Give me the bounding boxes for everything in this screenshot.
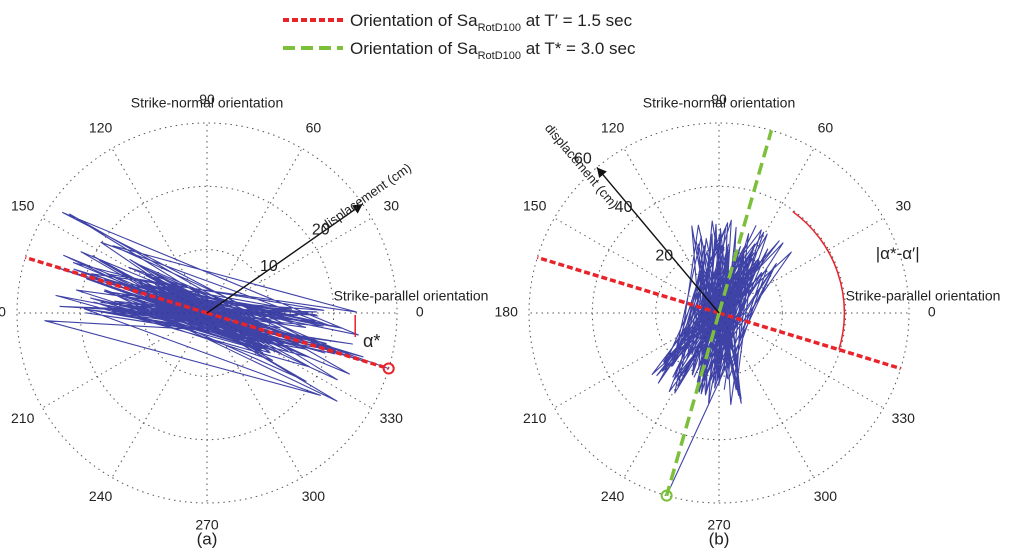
angle-tick-label-1: 30 bbox=[896, 197, 912, 213]
alpha-diff-arc bbox=[792, 210, 846, 350]
angle-tick-label-8: 240 bbox=[601, 488, 625, 504]
radial-axis-arrowhead bbox=[596, 167, 607, 179]
grid-spoke-10 bbox=[206, 312, 303, 478]
angle-tick-label-4: 120 bbox=[601, 119, 625, 135]
strike-normal-label: Strike-normal orientation bbox=[131, 95, 284, 111]
angle-tick-label-7: 210 bbox=[11, 410, 35, 426]
displacement-trace bbox=[44, 211, 389, 402]
orientation-line-2 bbox=[717, 129, 774, 314]
strike-parallel-label: Strike-parallel orientation bbox=[334, 288, 489, 304]
angle-tick-label-0: 0 bbox=[416, 304, 424, 320]
angle-tick-label-9: 270 bbox=[707, 517, 731, 533]
angle-tick-label-4: 120 bbox=[89, 119, 113, 135]
grid-spoke-8 bbox=[623, 312, 720, 478]
angle-tick-label-1: 30 bbox=[384, 197, 400, 213]
angle-tick-label-6: 180 bbox=[0, 304, 6, 320]
orientation-line-0 bbox=[536, 255, 720, 315]
polar-chart-b: 0306090120150180210240270300330204060dis… bbox=[495, 91, 1001, 549]
panel-label: (a) bbox=[197, 529, 218, 548]
angle-tick-label-3: 90 bbox=[199, 91, 215, 107]
panel-label: (b) bbox=[709, 529, 730, 548]
radial-tick-label-2: 60 bbox=[574, 151, 592, 168]
polar-chart-a: 0 30 60 90 120 150 180 210 240 270 300 330 10 20displ… bbox=[0, 91, 488, 549]
alpha-annotation: α* bbox=[363, 331, 380, 351]
peak-marker bbox=[660, 489, 673, 502]
angle-tick-label-5: 150 bbox=[11, 197, 35, 213]
grid-spoke-7 bbox=[554, 312, 720, 409]
grid-spoke-4 bbox=[623, 148, 720, 314]
grid-spoke-1 bbox=[206, 217, 372, 314]
angle-tick-label-7: 210 bbox=[523, 410, 547, 426]
radial-axis-arrowhead bbox=[351, 204, 363, 214]
grid-spoke-11 bbox=[206, 312, 372, 409]
angle-tick-label-6: 180 bbox=[495, 304, 519, 320]
radial-tick-label-0: 10 bbox=[260, 258, 278, 275]
peak-marker bbox=[382, 362, 395, 375]
grid-spoke-7 bbox=[42, 312, 208, 409]
displacement-trace bbox=[651, 219, 792, 496]
grid-spoke-5 bbox=[42, 217, 208, 314]
angle-tick-label-11: 330 bbox=[892, 410, 916, 426]
radial-tick-label-0: 20 bbox=[655, 248, 673, 265]
grid-spoke-5 bbox=[554, 217, 720, 314]
radial-tick-label-1: 40 bbox=[615, 199, 633, 216]
angle-tick-label-5: 150 bbox=[523, 197, 547, 213]
strike-normal-label: Strike-normal orientation bbox=[643, 95, 796, 111]
grid-spoke-11 bbox=[718, 312, 884, 409]
legend: Orientation of SaRotD100 at T′ = 1.5 sec… bbox=[283, 11, 636, 62]
angle-tick-label-10: 300 bbox=[302, 488, 326, 504]
radial-axis-line bbox=[596, 167, 720, 314]
orientation-line-1 bbox=[718, 311, 902, 371]
radial-axis-label: displacement (cm) bbox=[318, 160, 414, 233]
grid-spoke-4 bbox=[111, 148, 208, 314]
orientation-line-1 bbox=[206, 311, 390, 371]
grid-spoke-10 bbox=[718, 312, 815, 478]
radial-tick-label-1: 20 bbox=[312, 222, 330, 239]
angle-tick-label-8: 240 bbox=[89, 488, 113, 504]
strike-parallel-label: Strike-parallel orientation bbox=[846, 288, 1001, 304]
grid-circle-2 bbox=[528, 122, 910, 504]
grid-spoke-2 bbox=[206, 148, 303, 314]
angle-tick-label-11: 330 bbox=[380, 410, 404, 426]
angle-tick-label-3: 90 bbox=[711, 91, 727, 107]
alpha-diff-annotation: |α*-α′| bbox=[876, 244, 920, 263]
angle-tick-label-2: 60 bbox=[818, 119, 834, 135]
radial-axis-line bbox=[206, 203, 364, 314]
orientation-line-3 bbox=[664, 312, 721, 497]
angle-tick-label-9: 270 bbox=[195, 517, 219, 533]
grid-circle-2 bbox=[16, 122, 398, 504]
grid-spoke-2 bbox=[718, 148, 815, 314]
legend-label-0: Orientation of SaRotD100 at T′ = 1.5 sec bbox=[350, 11, 633, 34]
angle-tick-label-2: 60 bbox=[306, 119, 322, 135]
grid-spoke-1 bbox=[718, 217, 884, 314]
orientation-line-0 bbox=[24, 255, 208, 315]
grid-spoke-8 bbox=[111, 312, 208, 478]
legend-label-1: Orientation of SaRotD100 at T* = 3.0 sec bbox=[350, 39, 636, 62]
angle-tick-label-10: 300 bbox=[814, 488, 838, 504]
angle-tick-label-0: 0 bbox=[928, 304, 936, 320]
